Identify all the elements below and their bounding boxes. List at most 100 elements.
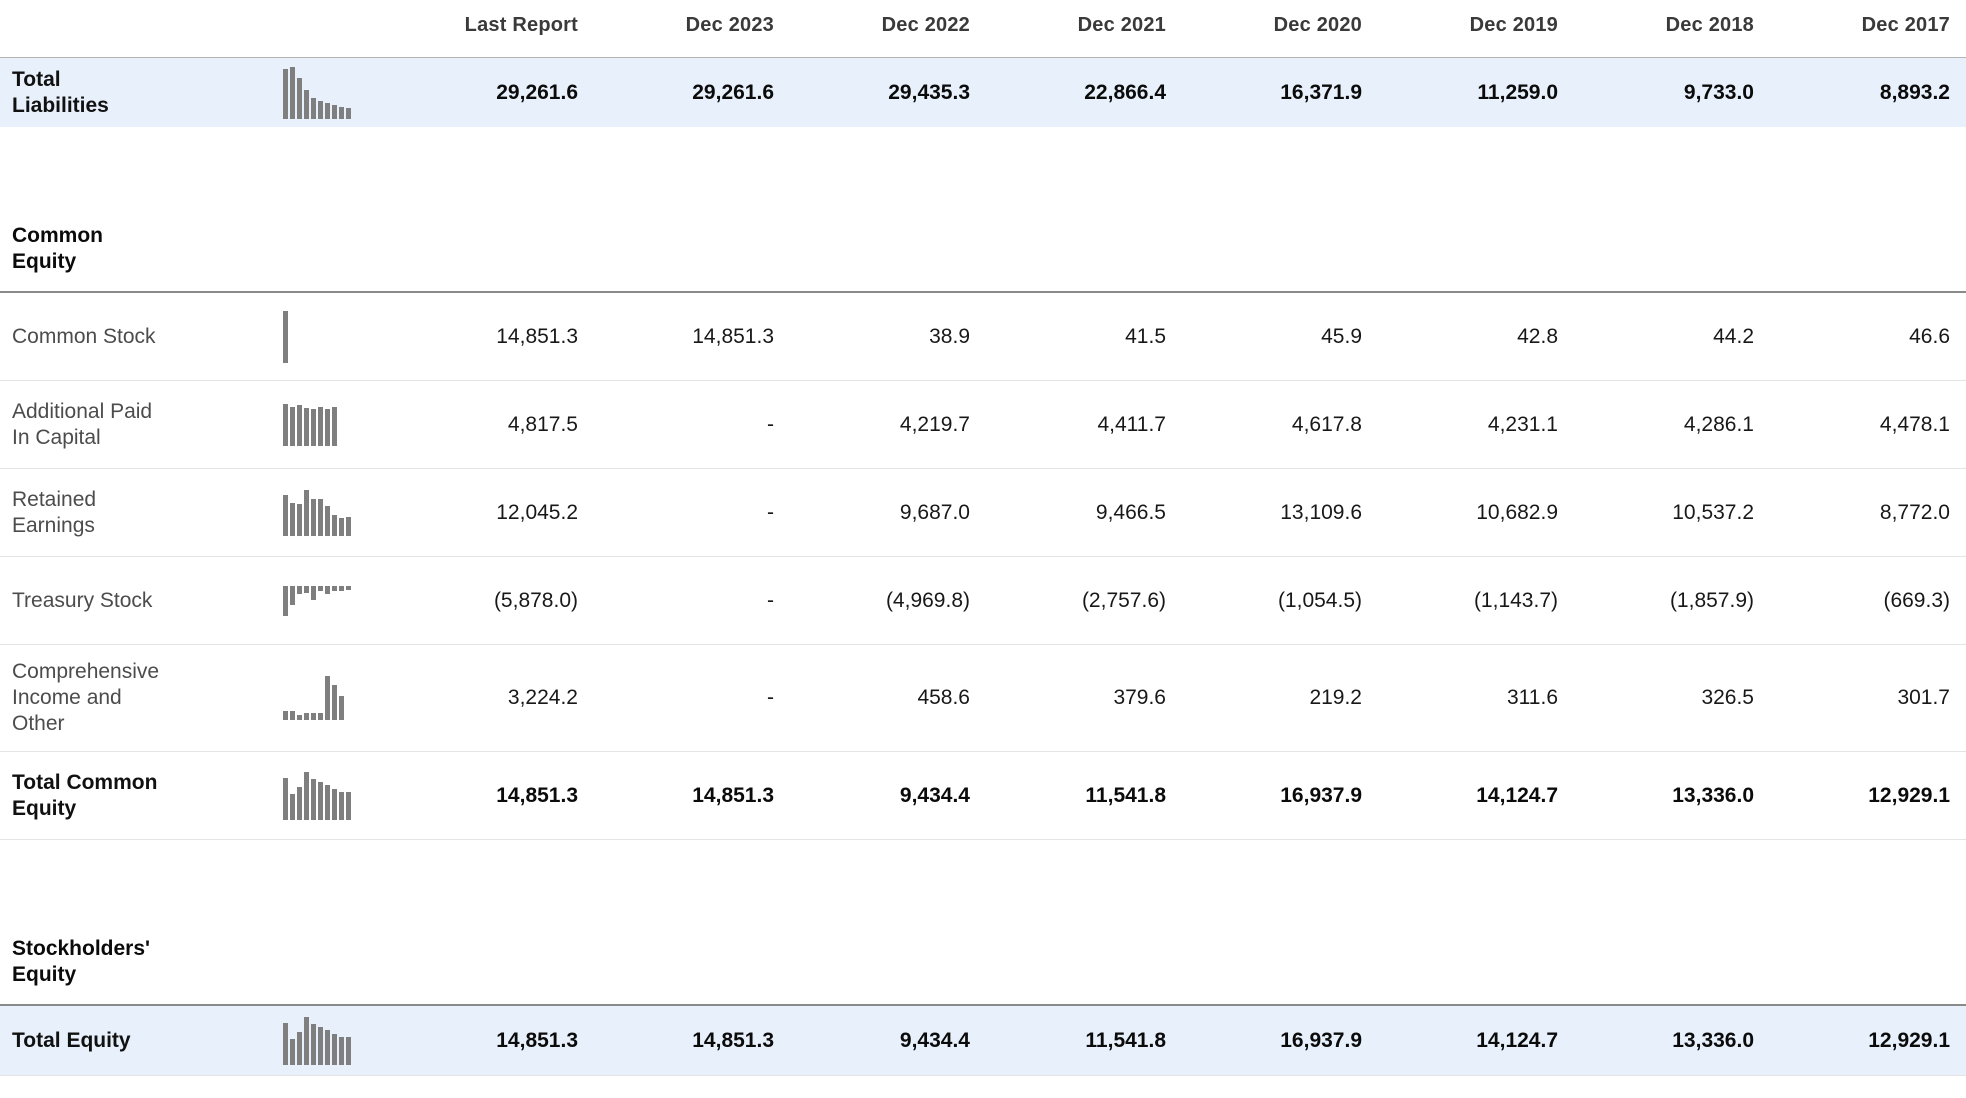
- sparkline-bar: [332, 514, 337, 536]
- sparkline-bar: [325, 1029, 330, 1065]
- value-cell-dec-2022: 9,687.0: [899, 500, 970, 524]
- value-cell-dec-2018: 13,336.0: [1672, 1028, 1754, 1052]
- value-cell-dec-2020: 16,937.9: [1280, 783, 1362, 807]
- value-cell-dec-2019: 311.6: [1507, 686, 1558, 709]
- value-cell-dec-2017: 12,929.1: [1868, 783, 1950, 807]
- row-label: Retained Earnings: [12, 487, 97, 537]
- value-cell-dec-2018: 4,286.1: [1683, 412, 1754, 436]
- value-cell-dec-2018: (1,857.9): [1669, 588, 1754, 612]
- value-cell-dec-2020: 16,937.9: [1280, 1028, 1362, 1052]
- sparkline-bar: [325, 676, 330, 720]
- sparkline-bar: [325, 505, 330, 536]
- sparkline-bar: [339, 1036, 344, 1065]
- sparkline-bar: [311, 97, 316, 119]
- sparkline-bar: [304, 489, 309, 536]
- sparkline-cell: [280, 571, 382, 630]
- value-cell-dec-2017: 46.6: [1909, 324, 1950, 348]
- value-cell-dec-2022: 9,434.4: [899, 783, 970, 807]
- value-cell-dec-2021: 379.6: [1113, 686, 1166, 709]
- sparkline-bar: [283, 777, 288, 820]
- sparkline-bar: [311, 585, 316, 600]
- sparkline-cell: [280, 1006, 382, 1075]
- row-total-liabilities[interactable]: Total Liabilities 29,261.6 29,261.6 29,435.…: [0, 57, 1966, 127]
- sparkline-chart-treasury-stock: [283, 585, 353, 616]
- value-cell-dec-2021: 41.5: [1125, 324, 1166, 348]
- column-header-dec-2018: Dec 2018: [1665, 14, 1754, 36]
- value-cell-dec-2017: 301.7: [1897, 686, 1950, 709]
- value-cell-dec-2017: 4,478.1: [1879, 412, 1950, 436]
- sparkline-bar: [332, 585, 337, 591]
- sparkline-bar: [290, 585, 295, 605]
- sparkline-bar: [304, 89, 309, 119]
- sparkline-cell: [280, 307, 382, 366]
- sparkline-cell: [280, 483, 382, 542]
- sparkline-bar: [290, 66, 295, 119]
- row-label: Additional Paid In Capital: [12, 399, 153, 449]
- value-cell-dec-2020: (1,054.5): [1277, 588, 1362, 612]
- value-cell-dec-2023: -: [767, 588, 774, 612]
- sparkline-chart-total-liabilities: [283, 66, 353, 119]
- sparkline-bar: [332, 685, 337, 720]
- value-cell-dec-2023: 29,261.6: [692, 80, 774, 104]
- row-comprehensive-income-and-other[interactable]: Comprehensive Income and Other 3,224.2 - 45…: [0, 645, 1966, 752]
- column-header-dec-2019: Dec 2019: [1469, 14, 1558, 36]
- column-header-row: Last Report Dec 2023 Dec 2022 Dec 2021 Dec 2…: [0, 0, 1966, 37]
- value-cell-dec-2019: 14,124.7: [1476, 783, 1558, 807]
- sparkline-bar: [283, 310, 288, 363]
- row-label: Common Stock: [12, 324, 156, 348]
- sparkline-bar: [283, 494, 288, 536]
- row-total-common-equity[interactable]: Total Common Equity 14,851.3 14,851.3 9,434…: [0, 752, 1966, 840]
- sparkline-bar: [297, 786, 302, 820]
- sparkline-bar: [318, 585, 323, 591]
- value-cell-dec-2022: 9,434.4: [899, 1028, 970, 1052]
- value-cell-dec-2023: -: [767, 686, 774, 709]
- value-cell-dec-2019: 42.8: [1517, 324, 1558, 348]
- sparkline-bar: [332, 1033, 337, 1065]
- table-body: Total Liabilities 29,261.6 29,261.6 29,435.…: [0, 57, 1966, 1076]
- value-cell-dec-2017: 8,772.0: [1879, 500, 1950, 524]
- value-cell-dec-2022: 458.6: [917, 686, 970, 709]
- sparkline-bar: [283, 1022, 288, 1065]
- sparkline-bar: [297, 77, 302, 119]
- sparkline-bar: [304, 1016, 309, 1065]
- row-label: Total Liabilities: [12, 67, 109, 117]
- value-cell-last-report: 4,817.5: [507, 412, 578, 436]
- row-treasury-stock[interactable]: Treasury Stock (5,878.0) - (4,969.8) (2,757.…: [0, 557, 1966, 645]
- value-cell-dec-2019: 10,682.9: [1476, 500, 1558, 524]
- sparkline-bar: [297, 715, 302, 720]
- sparkline-bar: [311, 408, 316, 446]
- value-cell-dec-2020: 16,371.9: [1280, 80, 1362, 104]
- value-cell-dec-2021: 4,411.7: [1097, 412, 1166, 436]
- sparkline-cell: [280, 395, 382, 454]
- sparkline-bar: [325, 585, 330, 594]
- section-header-stockholders-equity: Stockholders' Equity: [0, 936, 1966, 1006]
- value-cell-dec-2019: 11,259.0: [1477, 80, 1558, 104]
- sparkline-bar: [290, 793, 295, 820]
- sparkline-bar: [290, 1038, 295, 1065]
- value-cell-dec-2019: 4,231.1: [1487, 412, 1558, 436]
- sparkline-bar: [346, 1036, 351, 1065]
- row-label: Total Equity: [12, 1028, 131, 1052]
- value-cell-dec-2023: -: [767, 412, 774, 436]
- sparkline-bar: [304, 771, 309, 820]
- value-cell-dec-2021: 11,541.8: [1085, 1028, 1166, 1052]
- sparkline-bar: [311, 713, 316, 720]
- value-cell-dec-2022: 4,219.7: [899, 412, 970, 436]
- row-additional-paid-in-capital[interactable]: Additional Paid In Capital 4,817.5 - 4,219.…: [0, 381, 1966, 469]
- sparkline-bar: [339, 517, 344, 536]
- sparkline-bar: [339, 696, 344, 720]
- column-header-dec-2020: Dec 2020: [1273, 14, 1362, 36]
- value-cell-dec-2023: 14,851.3: [692, 783, 774, 807]
- value-cell-dec-2022: (4,969.8): [885, 588, 970, 612]
- row-retained-earnings[interactable]: Retained Earnings 12,045.2 - 9,687.0 9,466.5…: [0, 469, 1966, 557]
- sparkline-chart-comprehensive-income-and-other: [283, 676, 346, 720]
- row-total-equity[interactable]: Total Equity 14,851.3 14,851.3 9,434.4 11,54…: [0, 1006, 1966, 1076]
- sparkline-bar: [304, 407, 309, 446]
- sparkline-bar: [325, 408, 330, 446]
- value-cell-dec-2020: 13,109.6: [1280, 500, 1362, 524]
- sparkline-bar: [332, 406, 337, 446]
- value-cell-dec-2018: 326.5: [1701, 686, 1754, 709]
- sparkline-bar: [311, 1023, 316, 1065]
- row-label: Treasury Stock: [12, 588, 153, 612]
- row-common-stock[interactable]: Common Stock 14,851.3 14,851.3 38.9 41.5 45.9…: [0, 293, 1966, 381]
